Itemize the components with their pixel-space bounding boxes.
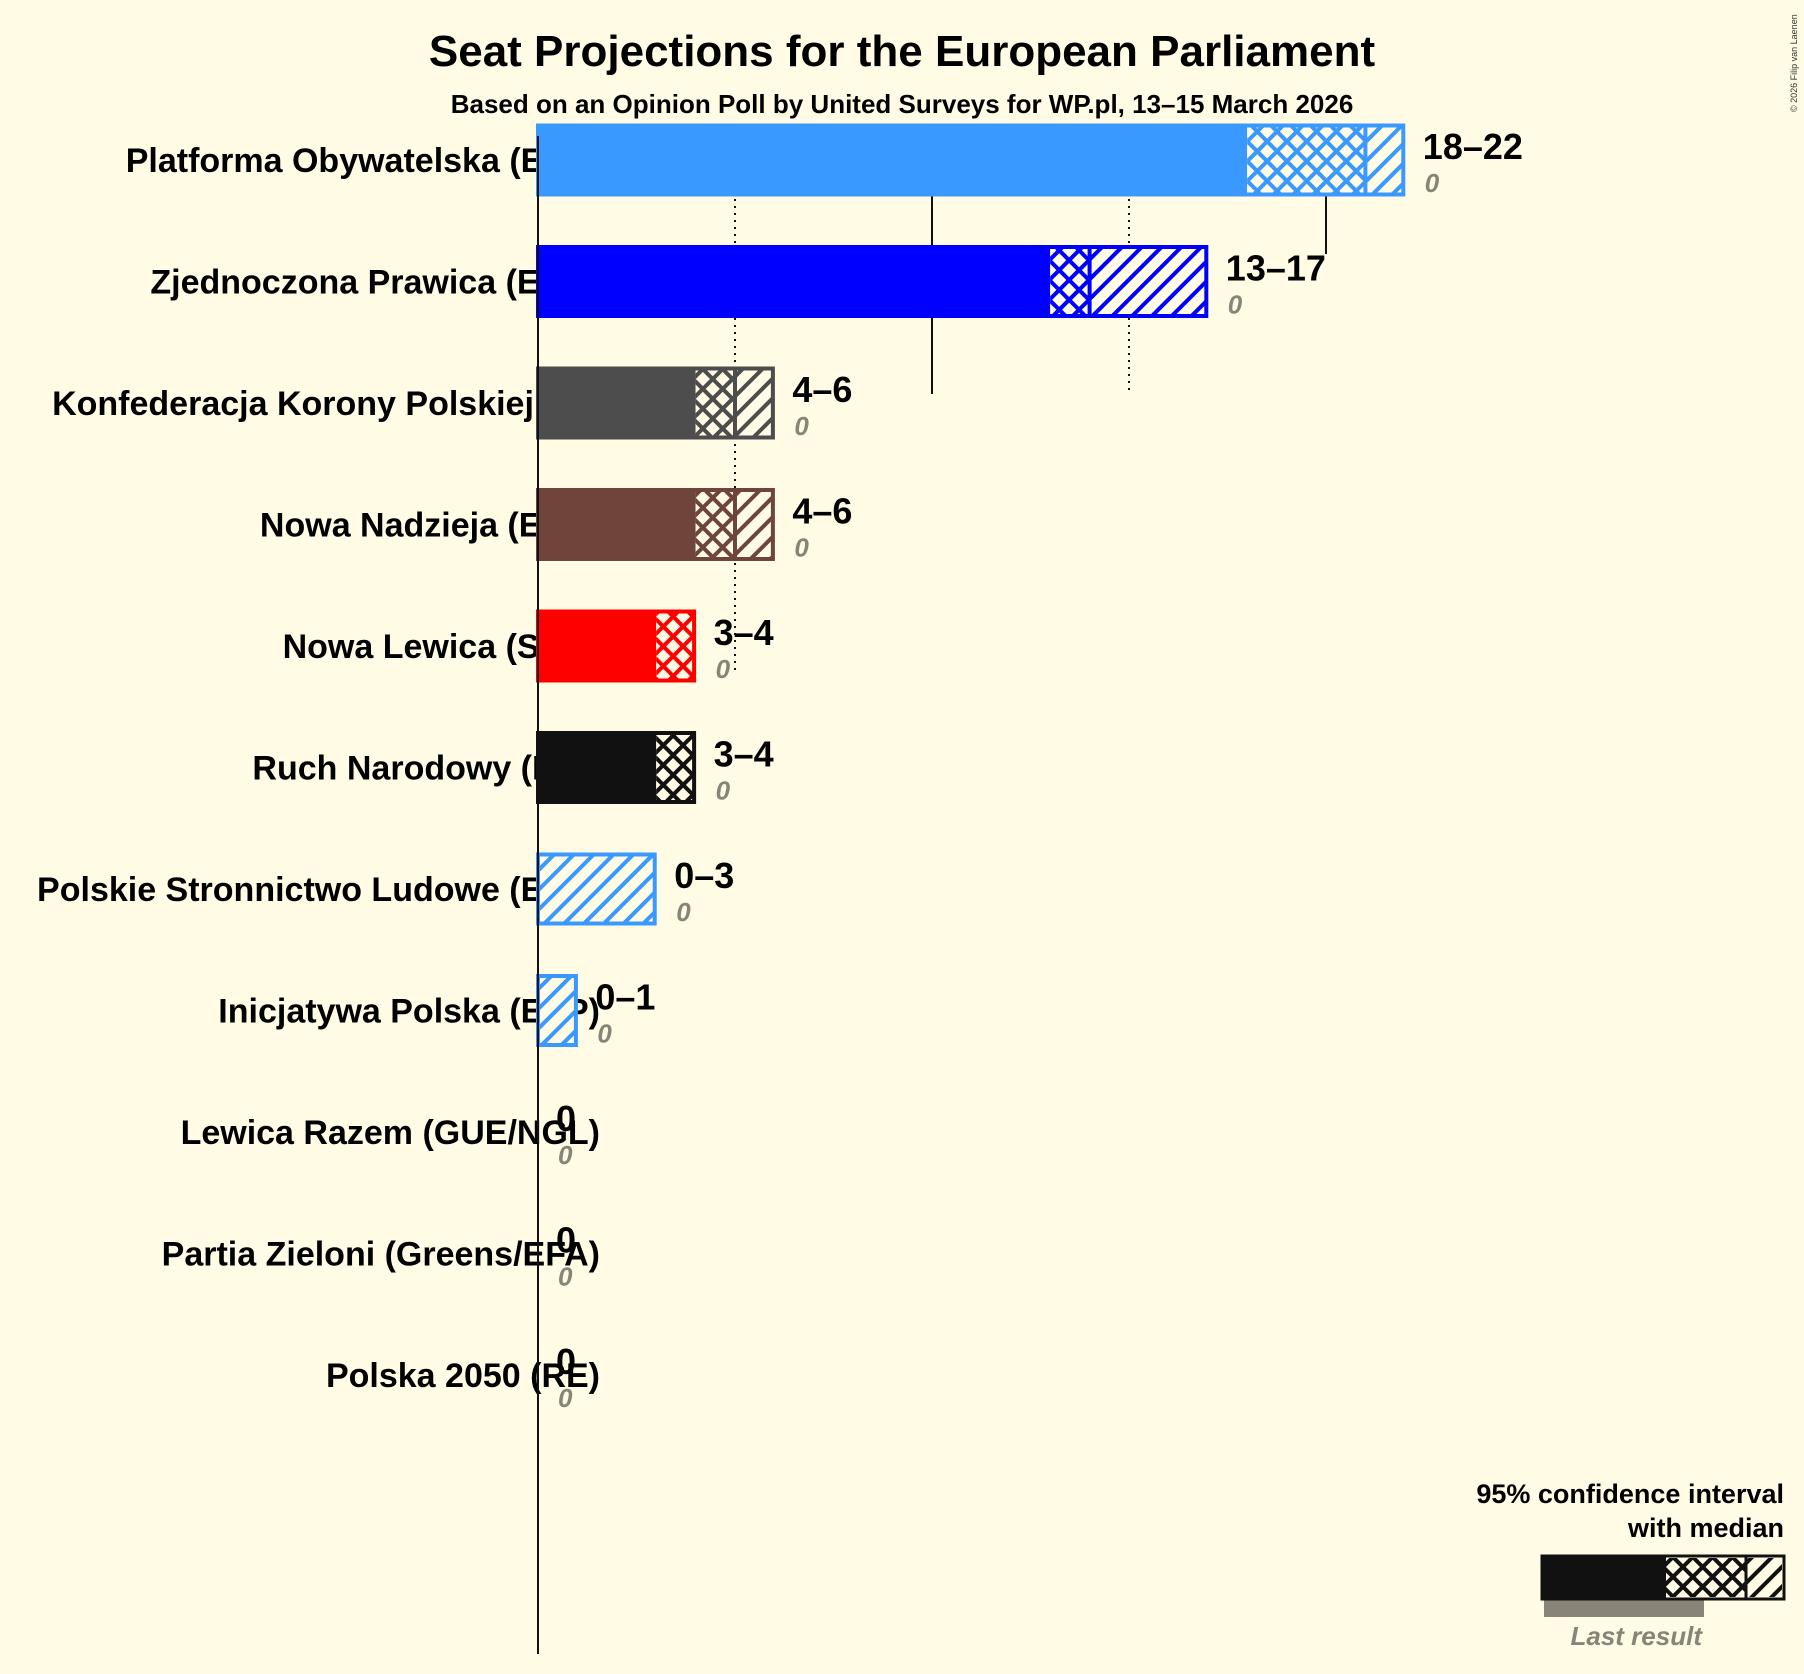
seat-range-label: 4–6 [792,491,852,532]
legend-crosshatch-segment [1666,1558,1746,1597]
copyright-notice: © 2026 Filip van Laenen [1789,14,1799,112]
last-result-label: 0 [716,654,731,684]
seat-range-label: 0–3 [674,855,734,896]
party-row: Zjednoczona Prawica (ECR) 13–170 [150,245,1326,320]
bar-hatch-segment [735,370,772,436]
bar-crosshatch-segment [695,491,735,558]
seat-range-label: 0 [556,1341,576,1382]
last-result-label: 0 [558,1262,573,1292]
seat-range-label: 3–4 [714,612,774,653]
party-row: Inicjatywa Polska (EPP)0–10 [218,974,655,1049]
legend-last-result-bar [1544,1600,1704,1617]
bar-crosshatch-segment [656,734,696,801]
bar-crosshatch-segment [656,613,696,679]
bar-solid-segment [538,488,696,561]
party-rows: Platforma Obywatelska (EPP) 18–220Zjednoc… [37,123,1523,1413]
party-label: Zjednoczona Prawica (ECR) [150,264,600,302]
party-row: Partia Zieloni (Greens/EFA)00 [162,1220,600,1292]
legend-last-result-label: Last result [1571,1621,1704,1651]
last-result-label: 0 [558,1383,573,1413]
bar-crosshatch-segment [695,370,735,436]
seat-range-label: 18–22 [1423,126,1523,167]
bar-solid-segment [538,610,657,682]
bar-solid-segment [538,124,1248,196]
party-row: Konfederacja Korony Polskiej (NI) 4–60 [52,366,852,441]
seat-range-label: 0–1 [595,977,655,1018]
bar-solid-segment [538,245,1051,318]
legend-title-line2: with median [1627,1513,1784,1543]
party-row: Nowa Lewica (S&D) 3–40 [283,609,774,684]
party-row: Ruch Narodowy (PfE) 3–40 [252,731,774,806]
bar-hatch-segment [538,977,575,1044]
legend-hatch-segment [1746,1558,1782,1597]
last-result-label: 0 [1425,168,1440,198]
last-result-label: 0 [597,1019,612,1049]
chart-title: Seat Projections for the European Parlia… [429,27,1376,76]
legend-solid-segment [1542,1555,1666,1600]
seat-range-label: 13–17 [1226,248,1326,289]
party-row: Polskie Stronnictwo Ludowe (EPP) 0–30 [37,852,734,927]
bar-hatch-segment [538,856,654,922]
bar-solid-segment [538,731,657,804]
legend-bar-outline [1540,1554,1786,1601]
bar-solid-segment [538,367,696,439]
legend-title-line1: 95% confidence interval [1476,1479,1784,1509]
seat-range-label: 4–6 [792,369,852,410]
seat-range-label: 3–4 [714,734,774,775]
party-row: Polska 2050 (RE)00 [326,1341,600,1413]
party-label: Polska 2050 (RE) [326,1357,600,1395]
last-result-label: 0 [558,1140,573,1170]
party-label: Konfederacja Korony Polskiej (NI) [52,385,600,423]
party-label: Polskie Stronnictwo Ludowe (EPP) [37,871,600,909]
party-label: Platforma Obywatelska (EPP) [126,142,600,180]
bar-hatch-segment [1089,248,1205,315]
party-label: Lewica Razem (GUE/NGL) [181,1114,600,1152]
party-row: Platforma Obywatelska (EPP) 18–220 [126,123,1523,198]
seat-range-label: 0 [556,1220,576,1261]
bar-crosshatch-segment [1247,127,1366,193]
party-row: Nowa Nadzieja (ESN) 4–60 [260,488,852,563]
seat-range-label: 0 [556,1098,576,1139]
bar-hatch-segment [1365,127,1402,193]
bar-hatch-segment [735,491,772,558]
last-result-label: 0 [676,897,691,927]
last-result-label: 0 [794,411,809,441]
bar-crosshatch-segment [1050,248,1090,315]
party-label: Partia Zieloni (Greens/EFA) [162,1236,600,1274]
last-result-label: 0 [1228,290,1243,320]
last-result-label: 0 [716,776,731,806]
chart-subtitle: Based on an Opinion Poll by United Surve… [451,89,1354,119]
last-result-label: 0 [794,533,809,563]
legend: 95% confidence interval with median Last… [1476,1479,1786,1651]
party-row: Lewica Razem (GUE/NGL)00 [181,1098,600,1170]
